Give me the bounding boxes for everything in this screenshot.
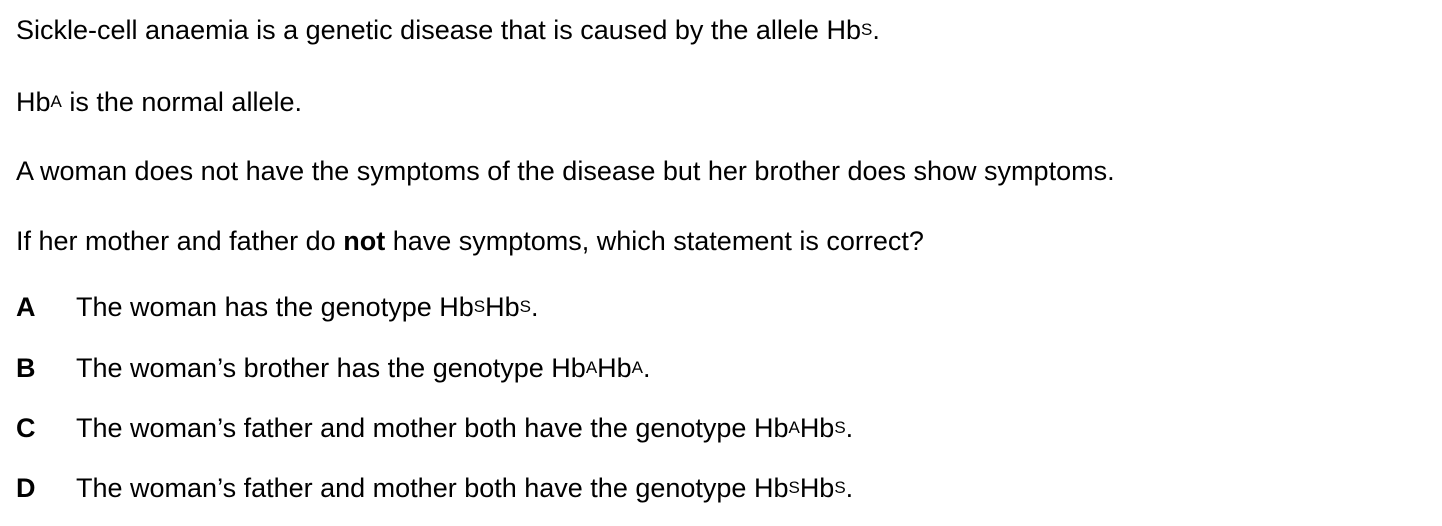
option-b-text: The woman’s brother has the genotype HbA…	[76, 352, 651, 384]
option-b-letter: B	[16, 353, 36, 383]
option-a-body: The woman has the genotype Hb	[76, 292, 474, 322]
stem-line-1: Sickle-cell anaemia is a genetic disease…	[16, 14, 880, 46]
option-b-mid: Hb	[597, 353, 632, 383]
option-b-sup1: A	[585, 358, 598, 377]
option-d-text: The woman’s father and mother both have …	[76, 472, 853, 504]
stem-line-1-text: Sickle-cell anaemia is a genetic disease…	[16, 15, 861, 45]
allele-superscript-s: S	[860, 20, 873, 39]
option-c-sup1: A	[788, 418, 800, 437]
question-emphasis: not	[343, 226, 386, 256]
allele-superscript-a: A	[50, 92, 62, 111]
stem-line-2-pre: Hb	[16, 87, 51, 117]
option-a-text: The woman has the genotype HbSHbS.	[76, 291, 538, 323]
question-post: have symptoms, which statement is correc…	[385, 226, 924, 256]
option-d-end: .	[845, 473, 854, 503]
option-a-end: .	[530, 292, 539, 322]
option-c-sup2: S	[834, 418, 846, 437]
option-a-mid: Hb	[485, 292, 520, 322]
stem-line-3: A woman does not have the symptoms of th…	[16, 156, 1115, 186]
option-d-sup1: S	[788, 478, 800, 497]
option-c-text: The woman’s father and mother both have …	[76, 412, 853, 444]
option-c-end: .	[845, 413, 854, 443]
option-d-body: The woman’s father and mother both have …	[76, 473, 789, 503]
option-b-body: The woman’s brother has the genotype Hb	[76, 353, 586, 383]
question-pre: If her mother and father do	[16, 226, 344, 256]
option-d-mid: Hb	[799, 473, 835, 503]
stem-line-2-text: is the normal allele.	[61, 87, 302, 117]
option-d-sup2: S	[834, 478, 846, 497]
option-a-letter: A	[16, 292, 36, 322]
option-b-sup2: A	[631, 358, 644, 377]
option-a-sup1: S	[473, 297, 486, 316]
option-c-body: The woman’s father and mother both have …	[76, 413, 789, 443]
option-a-sup2: S	[519, 297, 531, 316]
option-b-end: .	[643, 353, 651, 383]
option-c-letter: C	[16, 413, 36, 443]
stem-line-2: HbA is the normal allele.	[16, 86, 302, 118]
option-d-letter: D	[16, 473, 36, 503]
question-line: If her mother and father do not have sym…	[16, 225, 924, 257]
stem-line-1-end: .	[872, 15, 880, 45]
option-c-mid: Hb	[799, 413, 835, 443]
